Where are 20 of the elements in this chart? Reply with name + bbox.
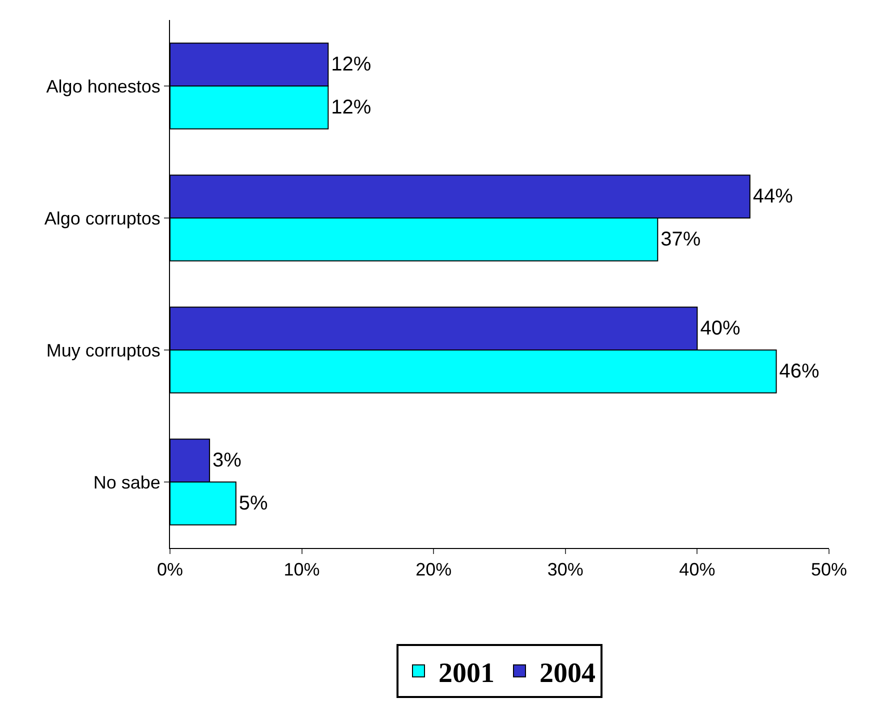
x-tick-label: 30% [547,560,584,580]
data-label: 40% [700,318,740,340]
data-label: 12% [331,54,372,76]
data-label: 46% [779,360,820,382]
y-tick-label: Muy corruptos [46,340,160,360]
y-tick-label: Algo honestos [46,76,160,96]
x-tick-label: 40% [679,560,716,580]
x-tick-label: 10% [284,560,320,580]
x-tick-label: 20% [416,560,452,580]
x-tick-label: 0% [156,560,184,580]
data-label: 12% [331,96,372,118]
data-label: 44% [752,186,794,208]
data-label: 5% [238,492,268,514]
x-tick-label: 50% [810,560,848,580]
y-tick-label: No sabe [93,472,160,492]
y-tick-label: Algo corruptos [44,208,160,228]
data-label: 3% [212,450,242,472]
legend-label: 2004 [540,658,596,689]
data-label: 37% [660,228,701,250]
legend-label: 2001 [438,658,494,689]
